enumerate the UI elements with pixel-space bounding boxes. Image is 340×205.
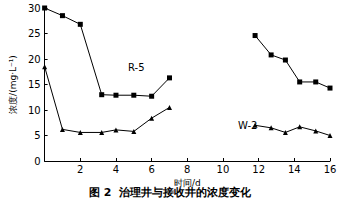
svg-text:时间/d: 时间/d — [173, 178, 201, 189]
svg-text:20: 20 — [28, 54, 41, 65]
svg-text:R-5: R-5 — [128, 62, 145, 73]
svg-text:4: 4 — [113, 164, 119, 175]
svg-text:10: 10 — [28, 105, 41, 116]
svg-text:15: 15 — [28, 79, 41, 90]
svg-text:6: 6 — [148, 164, 154, 175]
svg-text:25: 25 — [28, 28, 41, 39]
svg-text:10: 10 — [217, 164, 230, 175]
svg-text:0: 0 — [34, 156, 40, 167]
svg-text:浓度/(mg·L⁻¹): 浓度/(mg·L⁻¹) — [8, 55, 18, 114]
svg-text:2: 2 — [77, 164, 83, 175]
svg-text:W-2: W-2 — [238, 120, 257, 131]
svg-text:30: 30 — [28, 3, 41, 14]
svg-text:图 2 治理井与接收井的浓度变化: 图 2 治理井与接收井的浓度变化 — [89, 186, 252, 199]
svg-text:8: 8 — [184, 164, 190, 175]
svg-text:12: 12 — [252, 164, 265, 175]
svg-text:14: 14 — [288, 164, 301, 175]
svg-text:16: 16 — [324, 164, 337, 175]
svg-text:5: 5 — [34, 130, 40, 141]
